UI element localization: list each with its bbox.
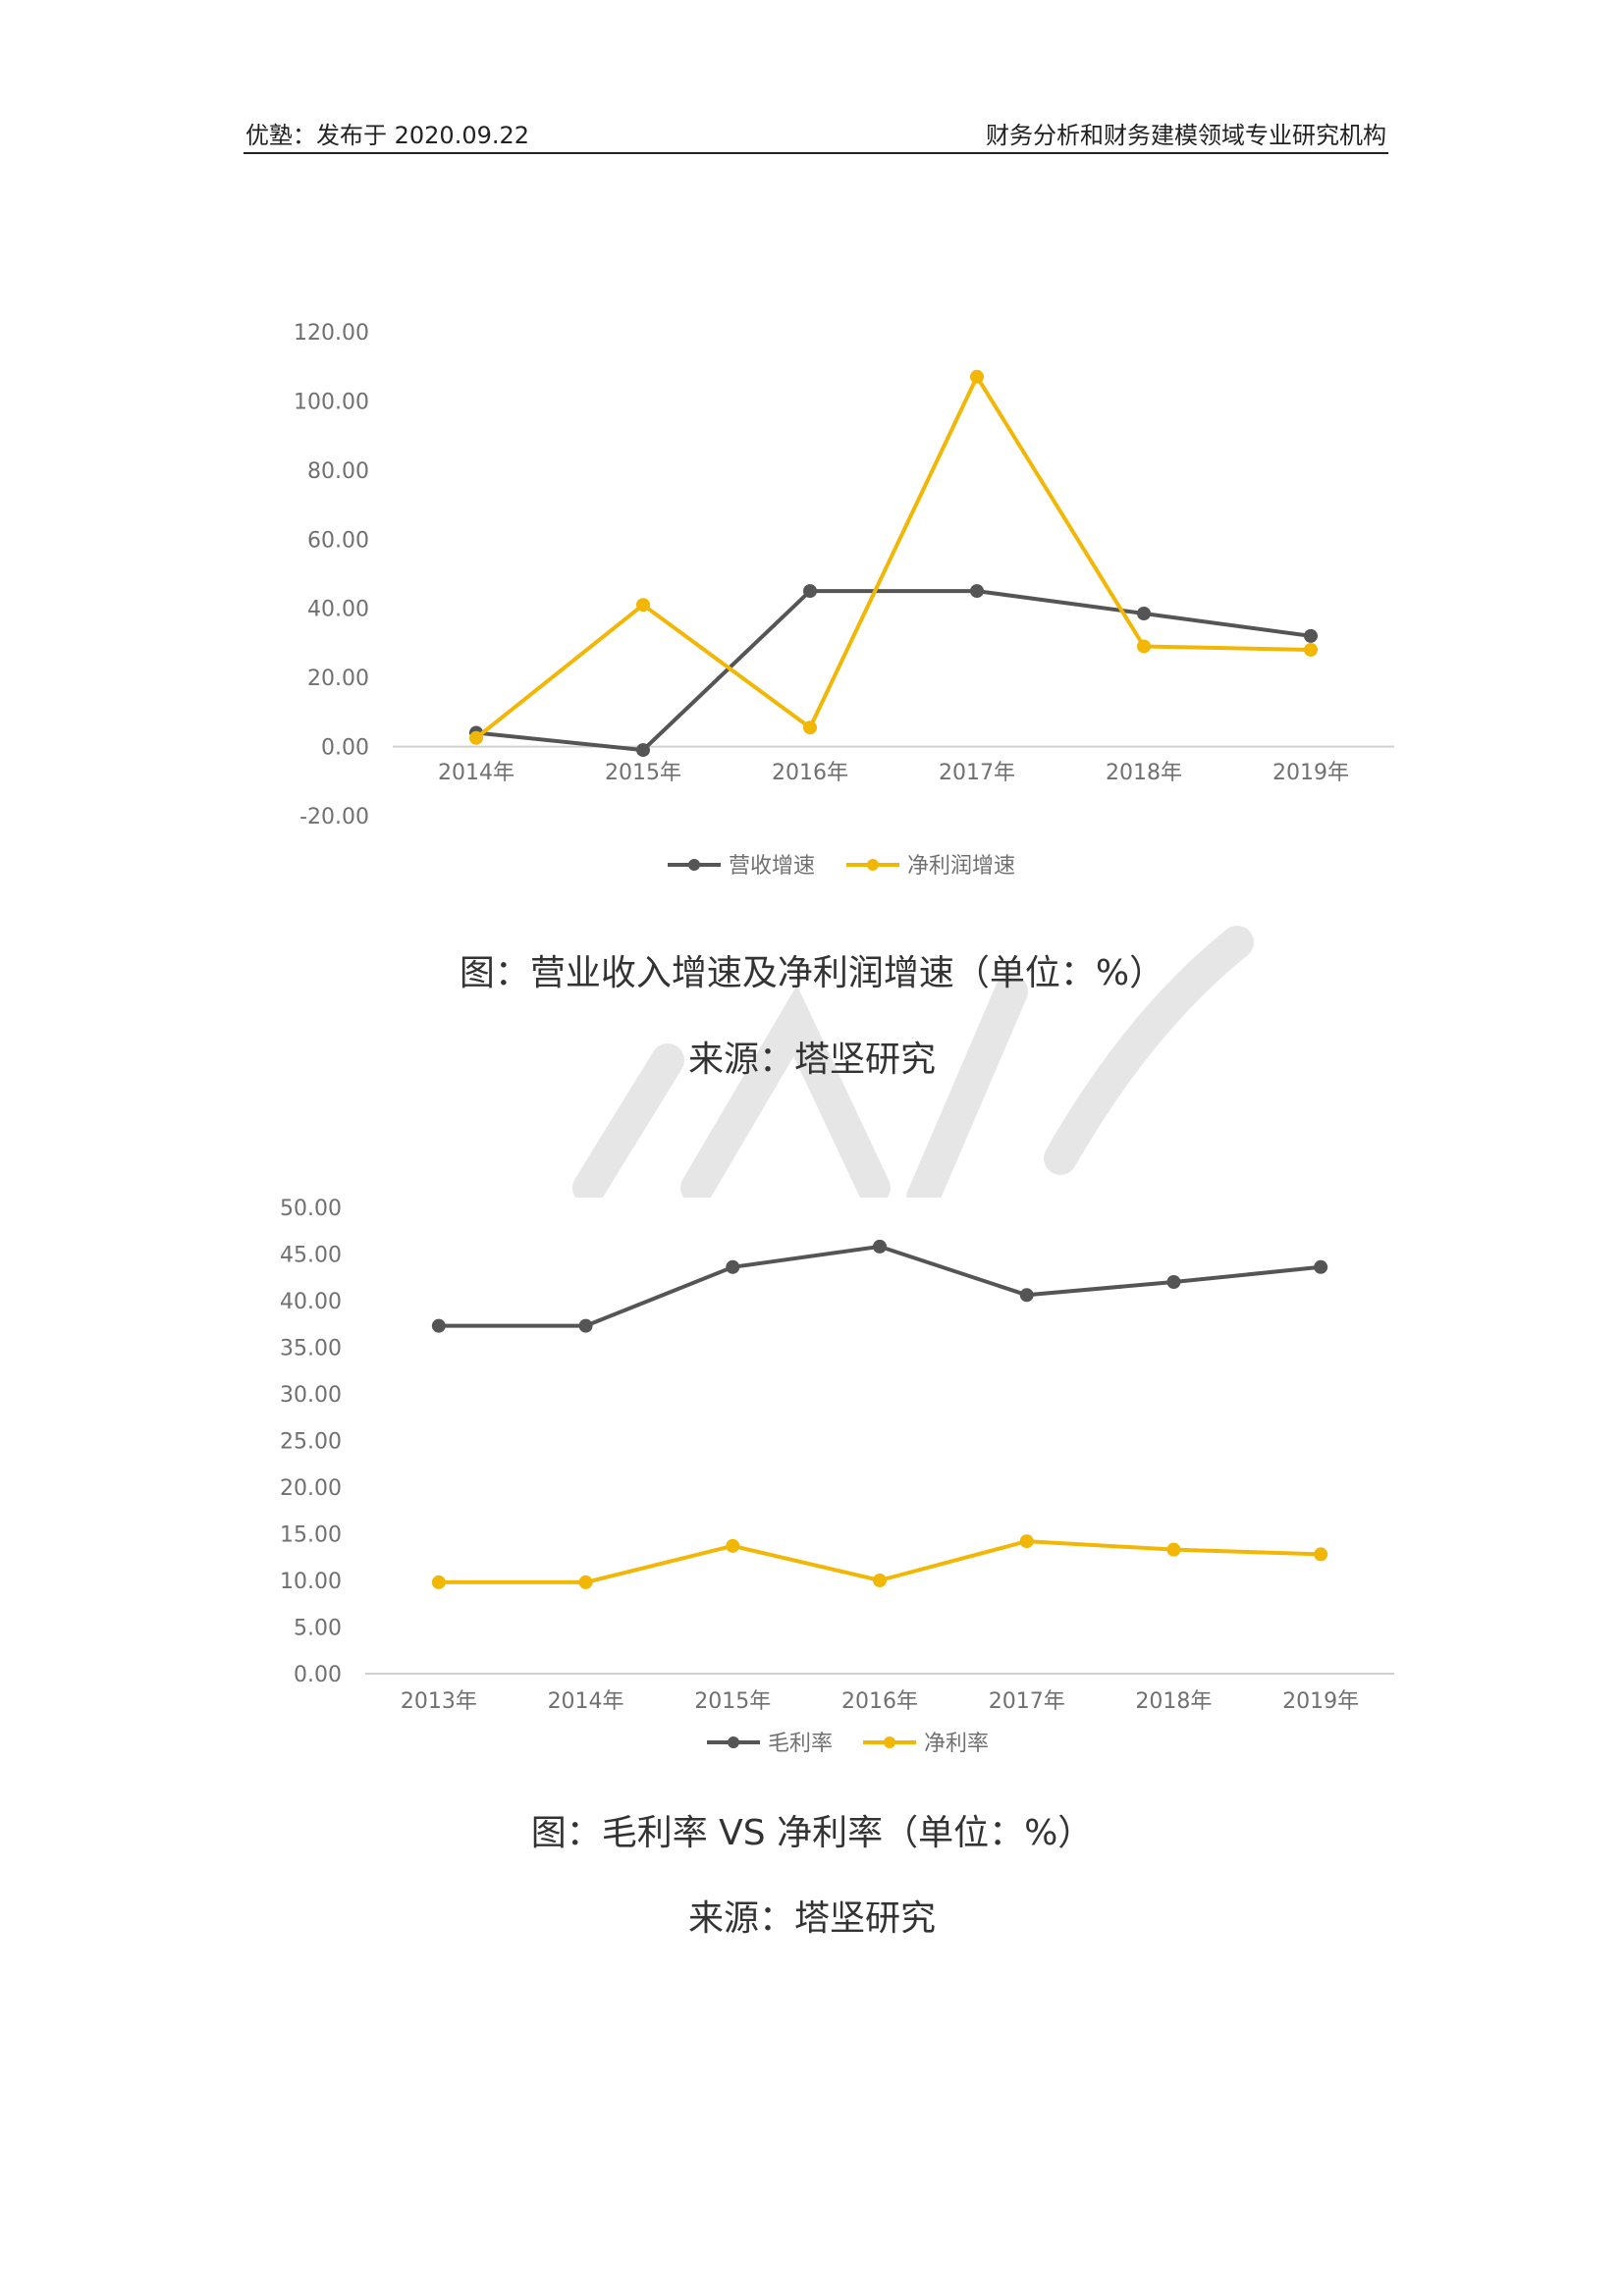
- x-tick-label: 2014年: [548, 1689, 624, 1714]
- x-tick-label: 2015年: [605, 761, 681, 785]
- y-tick-label: 100.00: [294, 390, 369, 414]
- x-tick-label: 2018年: [1106, 761, 1182, 785]
- y-tick-label: 40.00: [280, 1290, 342, 1314]
- x-tick-label: 2016年: [772, 761, 848, 785]
- y-tick-label: 25.00: [280, 1430, 342, 1455]
- header-left-text: 优塾：发布于 2020.09.22: [245, 122, 530, 149]
- data-point: [1314, 1547, 1328, 1562]
- data-point: [1166, 1275, 1181, 1289]
- x-tick-label: 2017年: [939, 761, 1015, 785]
- data-point: [636, 598, 650, 613]
- series-line-1: [438, 1244, 1322, 1328]
- chart1-caption: 图：营业收入增速及净利润增速（单位：%）: [459, 953, 1165, 993]
- y-tick-label: 50.00: [280, 1197, 342, 1221]
- data-point: [578, 1575, 593, 1589]
- data-point: [1137, 639, 1151, 654]
- y-tick-label: 120.00: [294, 321, 369, 346]
- y-tick-label: 30.00: [280, 1383, 342, 1408]
- y-tick-label: 15.00: [280, 1523, 342, 1548]
- data-point: [636, 743, 650, 758]
- series-line-1: [475, 589, 1312, 753]
- legend-label: 净利率: [924, 1732, 989, 1756]
- legend-marker: [884, 1736, 895, 1748]
- x-tick-label: 2018年: [1135, 1689, 1212, 1714]
- series-line-2: [474, 374, 1312, 740]
- x-tick-label: 2014年: [438, 761, 514, 785]
- y-tick-label: 5.00: [294, 1617, 342, 1641]
- legend-label: 营收增速: [729, 854, 815, 879]
- data-point: [578, 1318, 593, 1333]
- data-point: [726, 1259, 740, 1274]
- x-tick-label: 2015年: [694, 1689, 771, 1714]
- revenue-profit-growth-chart: 120.00 100.00 80.00 60.00 40.00 20.00 0.00 -20.…: [294, 321, 1394, 879]
- chart2-source: 来源：塔坚研究: [687, 1898, 936, 1939]
- data-point: [1019, 1534, 1034, 1549]
- data-point: [803, 584, 817, 599]
- data-point: [726, 1538, 740, 1553]
- data-point: [1314, 1259, 1328, 1274]
- margin-comparison-chart: 50.00 45.00 40.00 35.00 30.00 25.00 20.00 15.00…: [280, 1197, 1394, 1756]
- x-tick-label: 2017年: [989, 1689, 1065, 1714]
- data-point: [1304, 642, 1318, 657]
- legend-label: 毛利率: [768, 1732, 833, 1756]
- header-right-text: 财务分析和财务建模领域专业研究机构: [986, 122, 1386, 149]
- x-tick-label: 2016年: [841, 1689, 918, 1714]
- y-tick-label: 35.00: [280, 1337, 342, 1362]
- y-tick-label: 20.00: [307, 667, 369, 691]
- data-point: [873, 1239, 887, 1254]
- data-point: [469, 730, 483, 745]
- y-tick-label: 40.00: [307, 598, 369, 622]
- data-point: [1304, 628, 1318, 643]
- data-point: [970, 369, 984, 384]
- header-divider: [244, 152, 1388, 154]
- data-point: [970, 584, 984, 599]
- y-tick-label: 20.00: [280, 1476, 342, 1501]
- y-tick-label: 0.00: [321, 736, 369, 761]
- data-point: [1019, 1288, 1034, 1303]
- legend-marker: [867, 859, 879, 871]
- chart1-source: 来源：塔坚研究: [687, 1040, 936, 1080]
- y-tick-label: -20.00: [299, 805, 369, 829]
- data-point: [431, 1575, 446, 1589]
- data-point: [803, 721, 817, 735]
- y-tick-label: 0.00: [294, 1663, 342, 1687]
- data-point: [873, 1574, 887, 1587]
- x-tick-label: 2019年: [1282, 1689, 1359, 1714]
- y-tick-label: 45.00: [280, 1244, 342, 1268]
- data-point: [1166, 1542, 1181, 1557]
- data-point: [431, 1318, 446, 1333]
- data-point: [1137, 606, 1151, 620]
- y-tick-label: 60.00: [307, 528, 369, 553]
- y-tick-label: 10.00: [280, 1570, 342, 1594]
- legend-marker: [728, 1736, 739, 1748]
- legend-marker: [688, 859, 700, 871]
- x-tick-label: 2013年: [401, 1689, 477, 1714]
- x-tick-label: 2019年: [1272, 761, 1349, 785]
- chart2-caption: 图：毛利率 VS 净利率（单位：%）: [530, 1813, 1094, 1853]
- y-tick-label: 80.00: [307, 459, 369, 484]
- legend-label: 净利润增速: [907, 854, 1015, 879]
